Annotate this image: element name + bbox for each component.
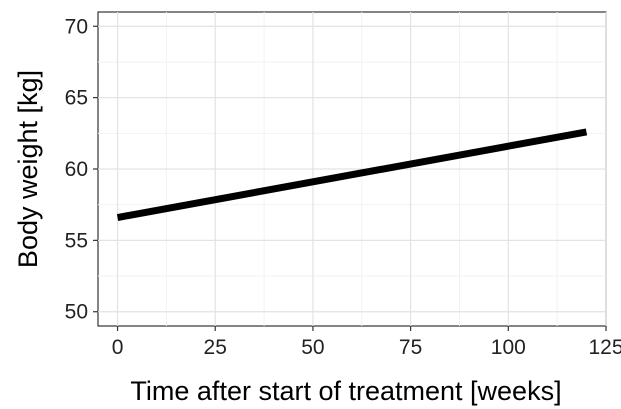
y-tick-label: 70 bbox=[65, 15, 88, 38]
series-line bbox=[116, 128, 588, 221]
y-tick-label: 60 bbox=[65, 158, 88, 181]
x-tick-label: 50 bbox=[301, 336, 324, 359]
y-tick-label: 55 bbox=[65, 229, 88, 252]
x-tick-label: 100 bbox=[491, 336, 526, 359]
x-tick-label: 25 bbox=[204, 336, 227, 359]
y-tick-label: 65 bbox=[65, 87, 88, 110]
minor-gridlines bbox=[98, 12, 606, 326]
x-tick-label: 75 bbox=[399, 336, 422, 359]
y-tick-label: 50 bbox=[65, 301, 88, 324]
y-axis-title: Body weight [kg] bbox=[13, 70, 43, 268]
x-tick-label: 0 bbox=[112, 336, 124, 359]
series-group bbox=[116, 128, 588, 221]
y-axis: 50 55 60 65 70 bbox=[65, 15, 98, 324]
x-axis-title: Time after start of treatment [weeks] bbox=[130, 376, 561, 406]
x-axis: 0 25 50 75 100 125 bbox=[112, 326, 621, 359]
major-gridlines bbox=[98, 12, 607, 326]
x-tick-label: 125 bbox=[588, 336, 621, 359]
